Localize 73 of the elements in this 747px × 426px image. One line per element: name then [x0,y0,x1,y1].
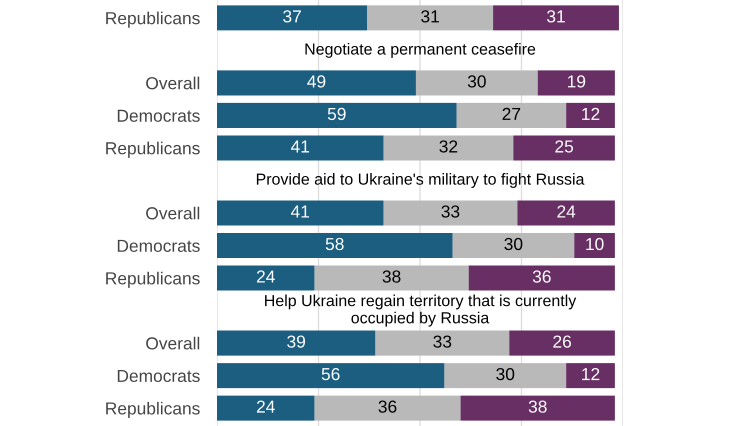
bar [375,330,510,356]
data-label: 30 [468,75,486,88]
data-label: 26 [553,335,571,348]
bar [574,233,615,258]
y-tick-label: Republicans [106,272,200,288]
bar [217,70,416,96]
data-label: 31 [547,10,565,23]
bar [468,266,615,291]
data-label: 49 [307,75,326,88]
data-label: 31 [421,10,439,23]
bar [217,5,368,30]
bar [509,330,615,356]
data-label: 24 [557,205,576,218]
data-label: 39 [287,335,306,348]
bar [452,233,574,258]
bar [566,102,615,128]
bar [217,396,314,421]
bar [383,135,514,160]
data-label: 25 [555,140,574,153]
bar [217,363,444,388]
data-label: 30 [504,238,522,250]
bar [383,200,518,226]
data-label: 41 [290,206,310,218]
data-label: 12 [582,368,600,380]
bar [217,102,457,128]
data-label: 36 [378,400,396,413]
data-label: 33 [441,205,460,218]
data-label: 37 [283,10,301,23]
bar [217,233,452,258]
data-label: 10 [586,238,604,250]
bar [538,70,615,96]
data-label: 59 [328,108,346,120]
annotation: Help Ukraine regain territory that is currently occupied by Russia [265,294,576,327]
y-tick-label: Overall [146,336,200,350]
data-label: 24 [256,270,275,283]
y-tick-label: Democrats [118,240,200,252]
data-label: 56 [322,368,340,380]
data-label: 38 [382,270,400,283]
data-label: 38 [528,400,547,413]
annotation: Negotiate a permanent ceasefire [305,42,536,58]
y-tick-label: Overall [146,206,200,220]
bar [217,330,376,356]
bar [217,200,384,226]
bar [566,363,615,388]
bar [217,266,314,291]
bar [493,5,619,30]
data-label: 30 [496,368,514,380]
bar [460,396,615,421]
y-tick-label: Overall [146,76,200,90]
bar [367,5,494,30]
bar [444,363,566,388]
y-tick-label: Democrats [118,370,200,382]
bar [416,70,538,96]
bar [314,396,461,421]
bar [217,135,384,160]
y-tick-label: Republicans [106,12,200,28]
data-label: 58 [326,238,344,250]
data-label: 36 [532,270,551,283]
annotation: Provide aid to Ukraine's military to fight Russia [256,173,584,188]
data-label: 33 [433,335,452,348]
y-tick-label: Republicans [106,402,200,418]
bar [456,102,566,128]
data-label: 19 [568,75,586,88]
data-label: 32 [439,140,458,153]
data-label: 12 [582,108,600,120]
bar [517,200,615,226]
y-tick-label: Democrats [118,110,200,122]
data-label: 27 [502,108,520,120]
bar [314,266,469,291]
y-tick-label: Republicans [106,142,200,158]
bar [513,135,615,160]
data-label: 41 [290,140,310,152]
data-label: 24 [256,400,275,413]
